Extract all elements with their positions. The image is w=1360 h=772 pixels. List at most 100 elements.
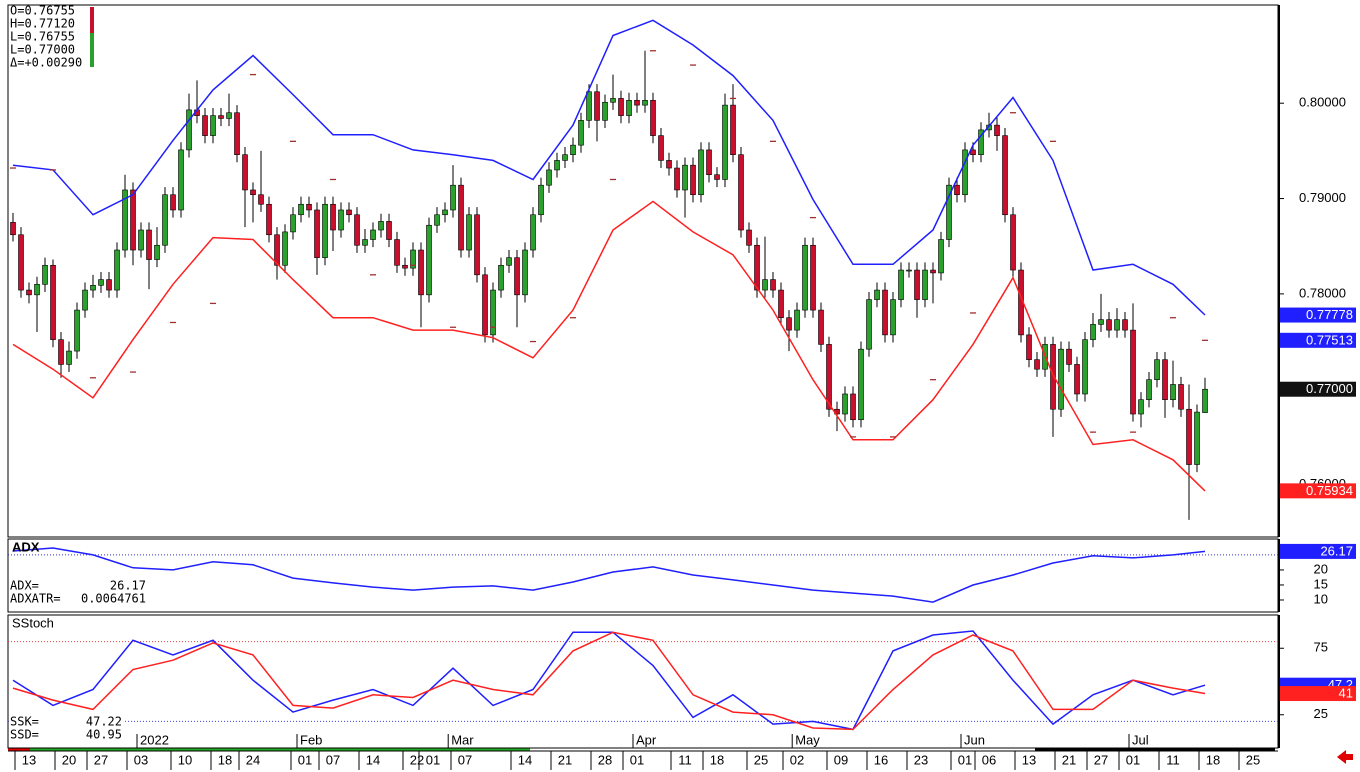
series-line xyxy=(12,547,1206,603)
x-tick-label: 14 xyxy=(518,752,532,767)
x-tick-label: 09 xyxy=(834,752,848,767)
candle-body xyxy=(26,289,32,296)
x-tick-label: 28 xyxy=(598,752,612,767)
candle-body xyxy=(490,289,496,336)
scroll-arrow[interactable] xyxy=(1337,750,1353,764)
y-tick-label: 10 xyxy=(1314,591,1328,606)
panel-title: SStoch xyxy=(12,615,54,630)
x-tick-label: 18 xyxy=(1206,752,1220,767)
x-tick-label: 14 xyxy=(366,752,380,767)
candle-body xyxy=(634,100,640,106)
candle-body xyxy=(1026,334,1032,360)
price-marker xyxy=(1280,332,1356,348)
readout-label: ADX= xyxy=(10,579,39,593)
candle-body xyxy=(818,309,824,345)
header-box xyxy=(9,6,95,70)
panel xyxy=(7,538,1279,613)
candle-body xyxy=(146,229,152,260)
price-marker-label: 0.77000 xyxy=(1306,381,1353,396)
candle-body xyxy=(1010,214,1016,271)
x-tick-label: 11 xyxy=(678,752,692,767)
y-tick-label: 0.78000 xyxy=(1299,285,1346,300)
candle-body xyxy=(1058,348,1064,410)
candle-body xyxy=(226,112,232,119)
x-tick-label: 11 xyxy=(1166,752,1180,767)
candle-body xyxy=(714,174,720,180)
candle-body xyxy=(546,169,552,186)
candle-body xyxy=(90,285,96,291)
candle-body xyxy=(322,203,328,258)
x-tick-label: 21 xyxy=(1062,752,1076,767)
candle-body xyxy=(938,239,944,274)
candle-body xyxy=(266,203,272,236)
x-tick-label: 18 xyxy=(710,752,724,767)
candle-body xyxy=(762,279,768,291)
price-marker-label: 0.75934 xyxy=(1306,483,1353,498)
candle-body xyxy=(962,149,968,196)
month-label: Apr xyxy=(636,732,657,747)
candle-body xyxy=(890,299,896,336)
candle-body xyxy=(810,244,816,311)
x-tick-label: 07 xyxy=(458,752,472,767)
candle-body xyxy=(58,339,64,365)
candle-body xyxy=(730,104,736,155)
candle-body xyxy=(1154,359,1160,380)
candle-body xyxy=(618,98,624,116)
candle-body xyxy=(770,279,776,291)
candle-body xyxy=(666,160,672,169)
readout-label: ADXATR= xyxy=(10,592,61,606)
candle-body xyxy=(458,184,464,251)
price-marker xyxy=(1280,381,1356,397)
price-marker-label: 0.77513 xyxy=(1306,332,1353,347)
candle-body xyxy=(242,154,248,191)
candle-body xyxy=(450,184,456,211)
candle-body xyxy=(1114,319,1120,331)
x-tick-label: 27 xyxy=(1094,752,1108,767)
candle-body xyxy=(650,100,656,136)
candle-body xyxy=(930,269,936,274)
candle-body xyxy=(858,348,864,421)
candle-body xyxy=(162,194,168,246)
readout-value: 40.95 xyxy=(86,728,122,742)
x-tick-label: 13 xyxy=(1022,752,1036,767)
candle-body xyxy=(298,203,304,216)
x-tick-label: 02 xyxy=(790,752,804,767)
candle-body xyxy=(674,167,680,191)
candle-body xyxy=(506,257,512,266)
readout-value: 0.0064761 xyxy=(81,592,146,606)
candle-body xyxy=(530,214,536,251)
panel-title: ADX xyxy=(12,539,40,554)
candle-body xyxy=(610,98,616,103)
candle-body xyxy=(98,279,104,286)
candle-body xyxy=(994,124,1000,136)
candle-body xyxy=(794,309,800,331)
candle-body xyxy=(18,234,24,291)
price-marker xyxy=(1280,307,1356,323)
x-tick-label: 01 xyxy=(958,752,972,767)
readout-box xyxy=(9,714,125,744)
candle-body xyxy=(1034,359,1040,370)
candle-body xyxy=(314,209,320,258)
candle-body xyxy=(434,214,440,226)
candle-body xyxy=(946,184,952,240)
candle-body xyxy=(330,203,336,231)
candle-body xyxy=(554,160,560,171)
header-text: Δ=+0.00290 xyxy=(10,56,82,70)
progress-red xyxy=(8,748,30,751)
candle-body xyxy=(626,100,632,116)
candle-body xyxy=(50,264,56,340)
candle-body xyxy=(34,284,40,296)
month-label: Mar xyxy=(451,732,474,747)
x-tick-label: 18 xyxy=(218,752,232,767)
candle-body xyxy=(66,350,72,365)
series-line xyxy=(12,200,1206,492)
candle-body xyxy=(1074,364,1080,395)
candle-body xyxy=(746,229,752,246)
y-tick-label: 75 xyxy=(1314,640,1328,655)
x-tick-label: 10 xyxy=(178,752,192,767)
candle-body xyxy=(282,231,288,266)
candle-body xyxy=(1170,384,1176,401)
candle-body xyxy=(586,91,592,121)
x-tick-label: 16 xyxy=(874,752,888,767)
